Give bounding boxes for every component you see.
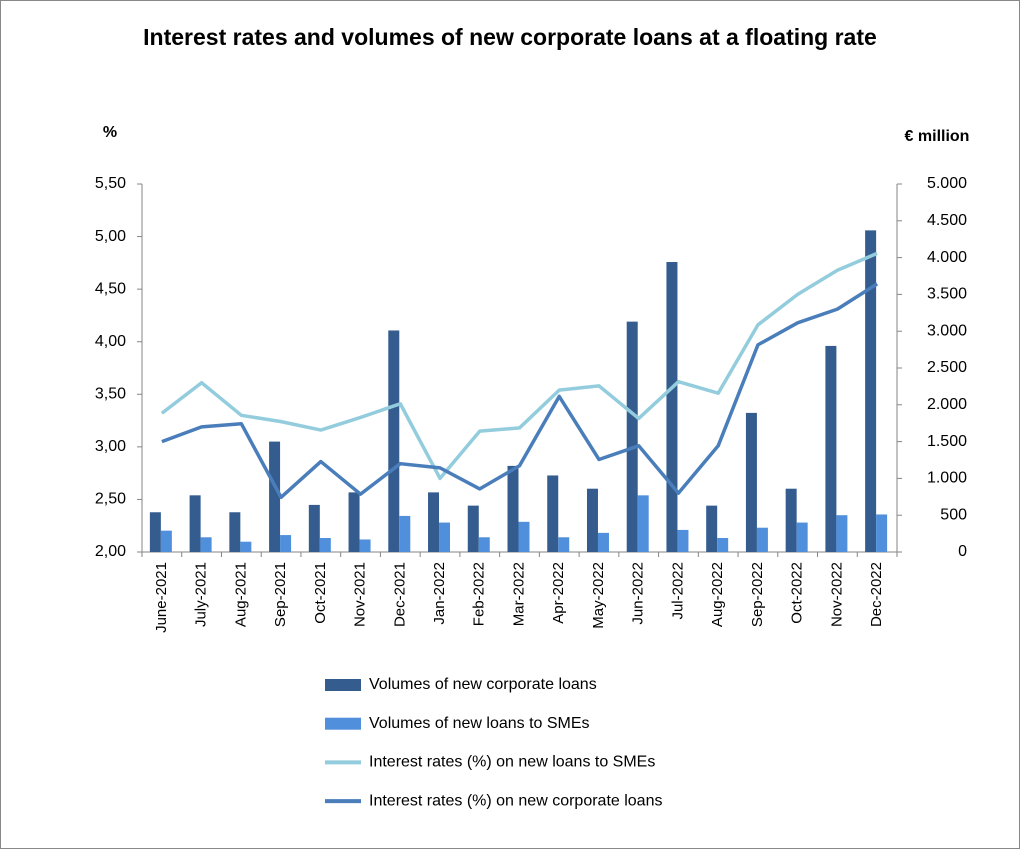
- y-tick-label: 5,50: [95, 175, 126, 192]
- x-tick-label: Dec-2021: [391, 562, 408, 627]
- line: [161, 282, 879, 500]
- bar: [547, 475, 559, 552]
- bar: [706, 505, 718, 552]
- bar: [796, 522, 808, 552]
- bar: [865, 230, 877, 553]
- bar: [507, 465, 519, 552]
- y-tick-label: 3,00: [95, 438, 126, 455]
- line: [160, 251, 878, 481]
- bar: [388, 330, 400, 552]
- legend-label: Interest rates (%) on new loans to SMEs: [369, 754, 655, 771]
- y2-tick-label: 1.000: [927, 470, 967, 487]
- y-tick-label: 4,00: [95, 333, 126, 350]
- x-tick-label: Oct-2022: [789, 562, 806, 624]
- y2-tick-label: 0: [958, 543, 967, 560]
- y-tick-label: 2,50: [95, 491, 126, 508]
- y-tick-label: 4,50: [95, 280, 126, 297]
- bar: [745, 412, 757, 552]
- x-tick-label: Sep-2022: [749, 562, 766, 627]
- bar: [478, 537, 490, 552]
- x-tick-label: Nov-2022: [828, 562, 845, 627]
- bar: [359, 539, 371, 552]
- y-axis-label: %: [103, 124, 117, 141]
- legend-label: Volumes of new loans to SMEs: [369, 715, 590, 732]
- y2-tick-label: 1.500: [927, 433, 967, 450]
- bar: [428, 492, 440, 552]
- bar: [586, 488, 598, 552]
- y-tick-label: 3,50: [95, 386, 126, 403]
- y2-axis-label: € million: [905, 128, 970, 145]
- bar: [229, 512, 241, 552]
- bar: [467, 505, 479, 552]
- legend-label: Interest rates (%) on new corporate loan…: [369, 792, 662, 809]
- bar: [200, 537, 212, 552]
- bar: [149, 512, 161, 552]
- bar: [717, 538, 729, 552]
- x-tick-label: Aug-2022: [709, 562, 726, 627]
- bar: [308, 504, 320, 552]
- bar: [518, 521, 530, 552]
- y2-tick-label: 4.000: [927, 249, 967, 266]
- x-tick-label: Sep-2021: [272, 562, 289, 627]
- x-tick-label: May-2022: [590, 562, 607, 629]
- legend-label: Volumes of new corporate loans: [369, 676, 597, 693]
- x-tick-label: Jan-2022: [431, 562, 448, 625]
- y2-tick-label: 5.000: [927, 175, 967, 192]
- bar: [160, 530, 172, 552]
- x-tick-label: June-2021: [153, 562, 170, 633]
- bar: [439, 522, 451, 552]
- x-tick-label: Apr-2022: [550, 562, 567, 624]
- bar: [637, 495, 649, 552]
- x-tick-label: Nov-2021: [352, 562, 369, 627]
- x-tick-label: Feb-2022: [471, 562, 488, 626]
- legend-swatch: [325, 679, 361, 691]
- x-tick-label: Dec-2022: [868, 562, 885, 627]
- x-tick-label: Jul-2022: [669, 562, 686, 620]
- bar: [348, 492, 360, 552]
- bar: [825, 345, 837, 552]
- bar: [626, 321, 638, 552]
- bar: [597, 532, 609, 552]
- y2-tick-label: 2.500: [927, 359, 967, 376]
- y2-tick-label: 3.500: [927, 286, 967, 303]
- bar: [189, 495, 201, 552]
- y-tick-label: 2,00: [95, 543, 126, 560]
- y2-tick-label: 2.000: [927, 396, 967, 413]
- y2-tick-label: 4.500: [927, 212, 967, 229]
- x-tick-label: Oct-2021: [312, 562, 329, 624]
- legend-swatch: [325, 717, 361, 730]
- bar: [558, 537, 570, 552]
- chart-title: Interest rates and volumes of new corpor…: [143, 24, 877, 50]
- bar: [399, 515, 411, 552]
- x-tick-label: July-2021: [193, 562, 210, 627]
- bar: [876, 514, 888, 552]
- bar: [666, 262, 678, 552]
- bar: [677, 529, 689, 552]
- y2-tick-label: 3.000: [927, 322, 967, 339]
- x-tick-label: Aug-2021: [232, 562, 249, 627]
- bar: [269, 441, 281, 552]
- bar: [836, 515, 848, 552]
- bar: [240, 541, 252, 552]
- bar: [319, 538, 331, 552]
- y-tick-label: 5,00: [95, 228, 126, 245]
- x-tick-label: Jun-2022: [630, 562, 647, 625]
- x-tick-label: Mar-2022: [510, 562, 527, 626]
- y2-tick-label: 500: [940, 506, 967, 523]
- bar: [785, 488, 797, 552]
- bar: [280, 535, 292, 552]
- bar: [756, 527, 768, 552]
